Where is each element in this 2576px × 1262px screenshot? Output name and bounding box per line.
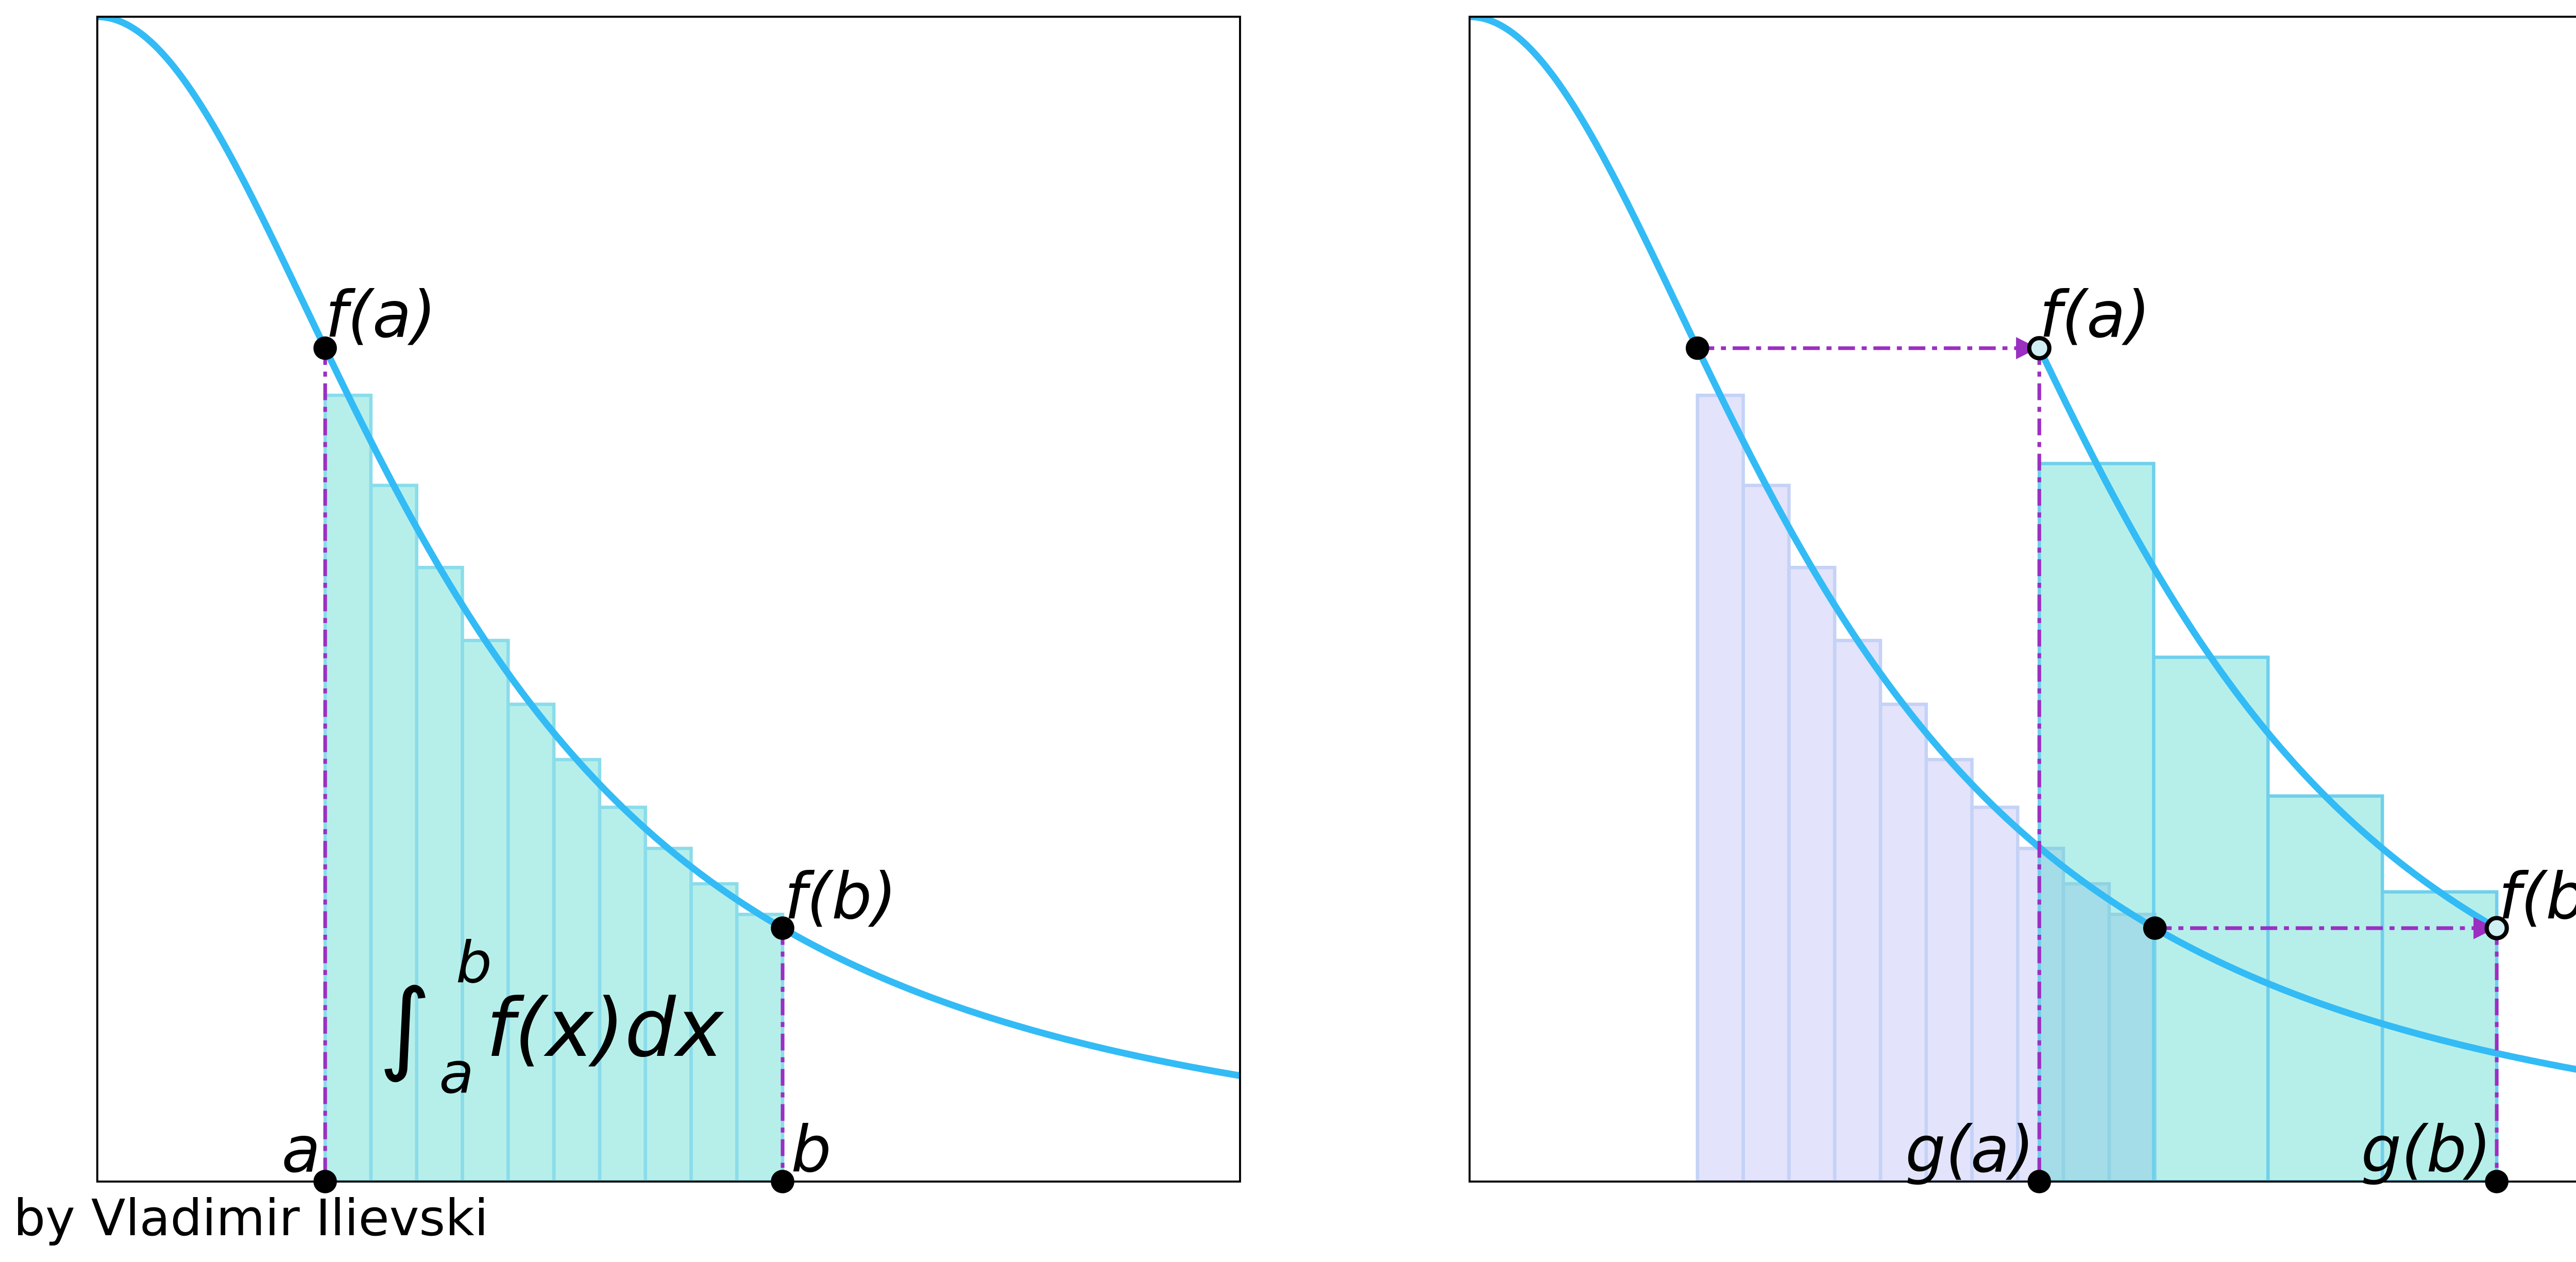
point xyxy=(2143,916,2167,940)
point xyxy=(2027,1170,2052,1193)
point-open xyxy=(2027,336,2052,361)
shifted-curve xyxy=(2036,346,2497,930)
riemann-bar xyxy=(506,702,556,1182)
label-f-a: f(a) xyxy=(325,278,436,352)
right-plot-area xyxy=(1469,16,2576,1182)
point xyxy=(1686,336,1709,360)
point xyxy=(771,916,794,940)
riemann-bar xyxy=(461,638,510,1182)
riemann-bar xyxy=(415,566,464,1182)
original-bar xyxy=(1787,566,1837,1182)
riemann-bar xyxy=(598,805,647,1182)
label-g-b: g(b) xyxy=(2361,1113,2492,1187)
label-f-b: f(b) xyxy=(784,860,896,934)
riemann-bar xyxy=(369,483,418,1182)
original-bar xyxy=(1878,702,1928,1182)
riemann-bar xyxy=(643,847,693,1182)
integral-expression: f(x)dx xyxy=(486,981,724,1075)
riemann-bar xyxy=(323,393,373,1182)
original-bar xyxy=(2107,913,2157,1182)
point xyxy=(2485,1170,2509,1193)
transformed-bar xyxy=(2038,462,2156,1182)
original-bar xyxy=(1741,483,1791,1182)
riemann-bar xyxy=(552,758,602,1182)
label-a: a xyxy=(282,1113,321,1187)
point-open xyxy=(2484,916,2509,940)
original-bar xyxy=(1833,638,1883,1182)
left-plot-area xyxy=(97,16,1240,1182)
curve xyxy=(97,16,1240,1079)
integral-lower: a xyxy=(439,1040,474,1107)
label-f-a: f(a) xyxy=(2039,278,2150,352)
riemann-bar xyxy=(735,913,785,1182)
point xyxy=(771,1170,794,1193)
integral-upper: b xyxy=(456,930,492,996)
label-f-b: f(b) xyxy=(2498,860,2576,934)
original-bar xyxy=(1696,393,1745,1182)
left-frame xyxy=(96,15,1241,1183)
point xyxy=(313,1170,337,1193)
label-g-a: g(a) xyxy=(1905,1113,2035,1187)
transformed-bar xyxy=(2151,655,2270,1182)
overlay xyxy=(313,336,2509,1193)
credit: by Vladimir Ilievski xyxy=(13,1189,488,1248)
label-b: b xyxy=(791,1113,831,1187)
point xyxy=(313,336,337,360)
integral-sign: ∫ xyxy=(379,968,431,1085)
